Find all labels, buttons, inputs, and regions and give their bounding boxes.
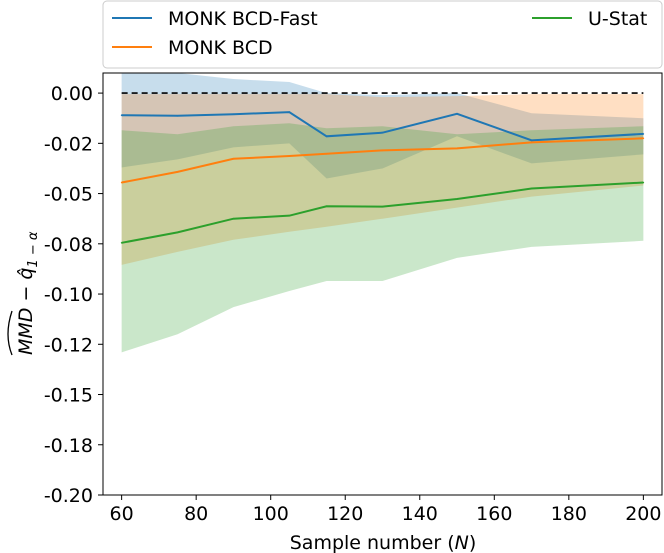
y-tick-label-8: -0.20 [44,485,93,507]
point-monk-bcd-fast-90 [232,113,235,115]
legend-label-monk-bcd: MONK BCD [168,37,273,59]
point-monk-bcd-105 [288,155,291,157]
point-monk-bcd-fast-130 [381,131,384,134]
point-monk-bcd-fast-60 [120,114,123,116]
x-tick-label-140: 140 [402,503,438,525]
point-monk-bcd-115 [325,152,328,155]
y-tick-label-6: -0.15 [44,385,93,407]
x-tick-label-80: 80 [184,503,208,525]
point-monk-bcd-fast-105 [288,111,291,113]
point-monk-bcd-150 [456,147,458,150]
legend-label-u-stat: U-Stat [588,8,647,30]
point-monk-bcd-130 [381,149,384,152]
y-tick-label-7: -0.18 [44,435,93,457]
x-axis-ticks: 60 80 100 120 140 160 180 200 [110,495,661,525]
point-u-stat-170 [530,187,533,190]
legend-frame [102,0,663,69]
y-axis-label-hat [7,310,13,356]
point-monk-bcd-200 [642,137,645,140]
x-tick-label-120: 120 [327,503,363,525]
x-tick-label-180: 180 [551,503,587,525]
point-u-stat-90 [232,217,235,220]
y-tick-label-3: -0.08 [44,234,93,256]
y-tick-label-0: 0.00 [51,83,93,105]
y-axis-label: MMD − q̂1 − α [7,231,41,356]
axes-frame [102,72,663,496]
y-tick-label-4: -0.10 [44,284,93,306]
point-monk-bcd-fast-115 [325,135,328,138]
x-tick-label-100: 100 [253,503,289,525]
band-monk-bcd-fast [121,73,644,179]
y-axis-ticks: 0.00 -0.02 -0.05 -0.08 -0.10 -0.12 -0.15 -0.18 -… [44,83,103,507]
point-monk-bcd-90 [232,158,235,160]
point-monk-bcd-fast-200 [642,133,645,135]
point-monk-bcd-170 [530,141,533,144]
plot-frame [102,72,663,496]
point-monk-bcd-fast-75 [176,115,179,117]
point-u-stat-60 [120,242,123,244]
point-monk-bcd-fast-150 [456,112,458,115]
y-tick-label-5: -0.12 [44,334,93,356]
legend: MONK BCD-Fast MONK BCD U-Stat [102,0,663,69]
svg-text:MMD − q̂1 − α: MMD − q̂1 − α [15,231,41,355]
confidence-bands [121,73,644,353]
point-monk-bcd-fast-170 [530,139,533,142]
band-monk-bcd [121,94,644,265]
point-u-stat-105 [288,214,291,217]
point-u-stat-75 [176,231,179,234]
point-u-stat-150 [456,198,458,200]
x-tick-label-60: 60 [110,503,134,525]
x-tick-label-160: 160 [476,503,512,525]
point-u-stat-115 [325,205,328,208]
y-tick-label-2: -0.05 [44,184,93,206]
point-u-stat-200 [642,181,645,184]
x-tick-label-200: 200 [625,503,661,525]
point-monk-bcd-60 [120,181,123,184]
legend-label-monk-bcd-fast: MONK BCD-Fast [168,8,318,30]
series-lines [120,111,645,244]
y-tick-label-1: -0.02 [44,133,93,155]
band-u-stat [121,123,644,353]
point-monk-bcd-75 [176,171,179,173]
point-u-stat-130 [381,205,384,208]
x-axis-label: Sample number (N) [290,532,477,553]
